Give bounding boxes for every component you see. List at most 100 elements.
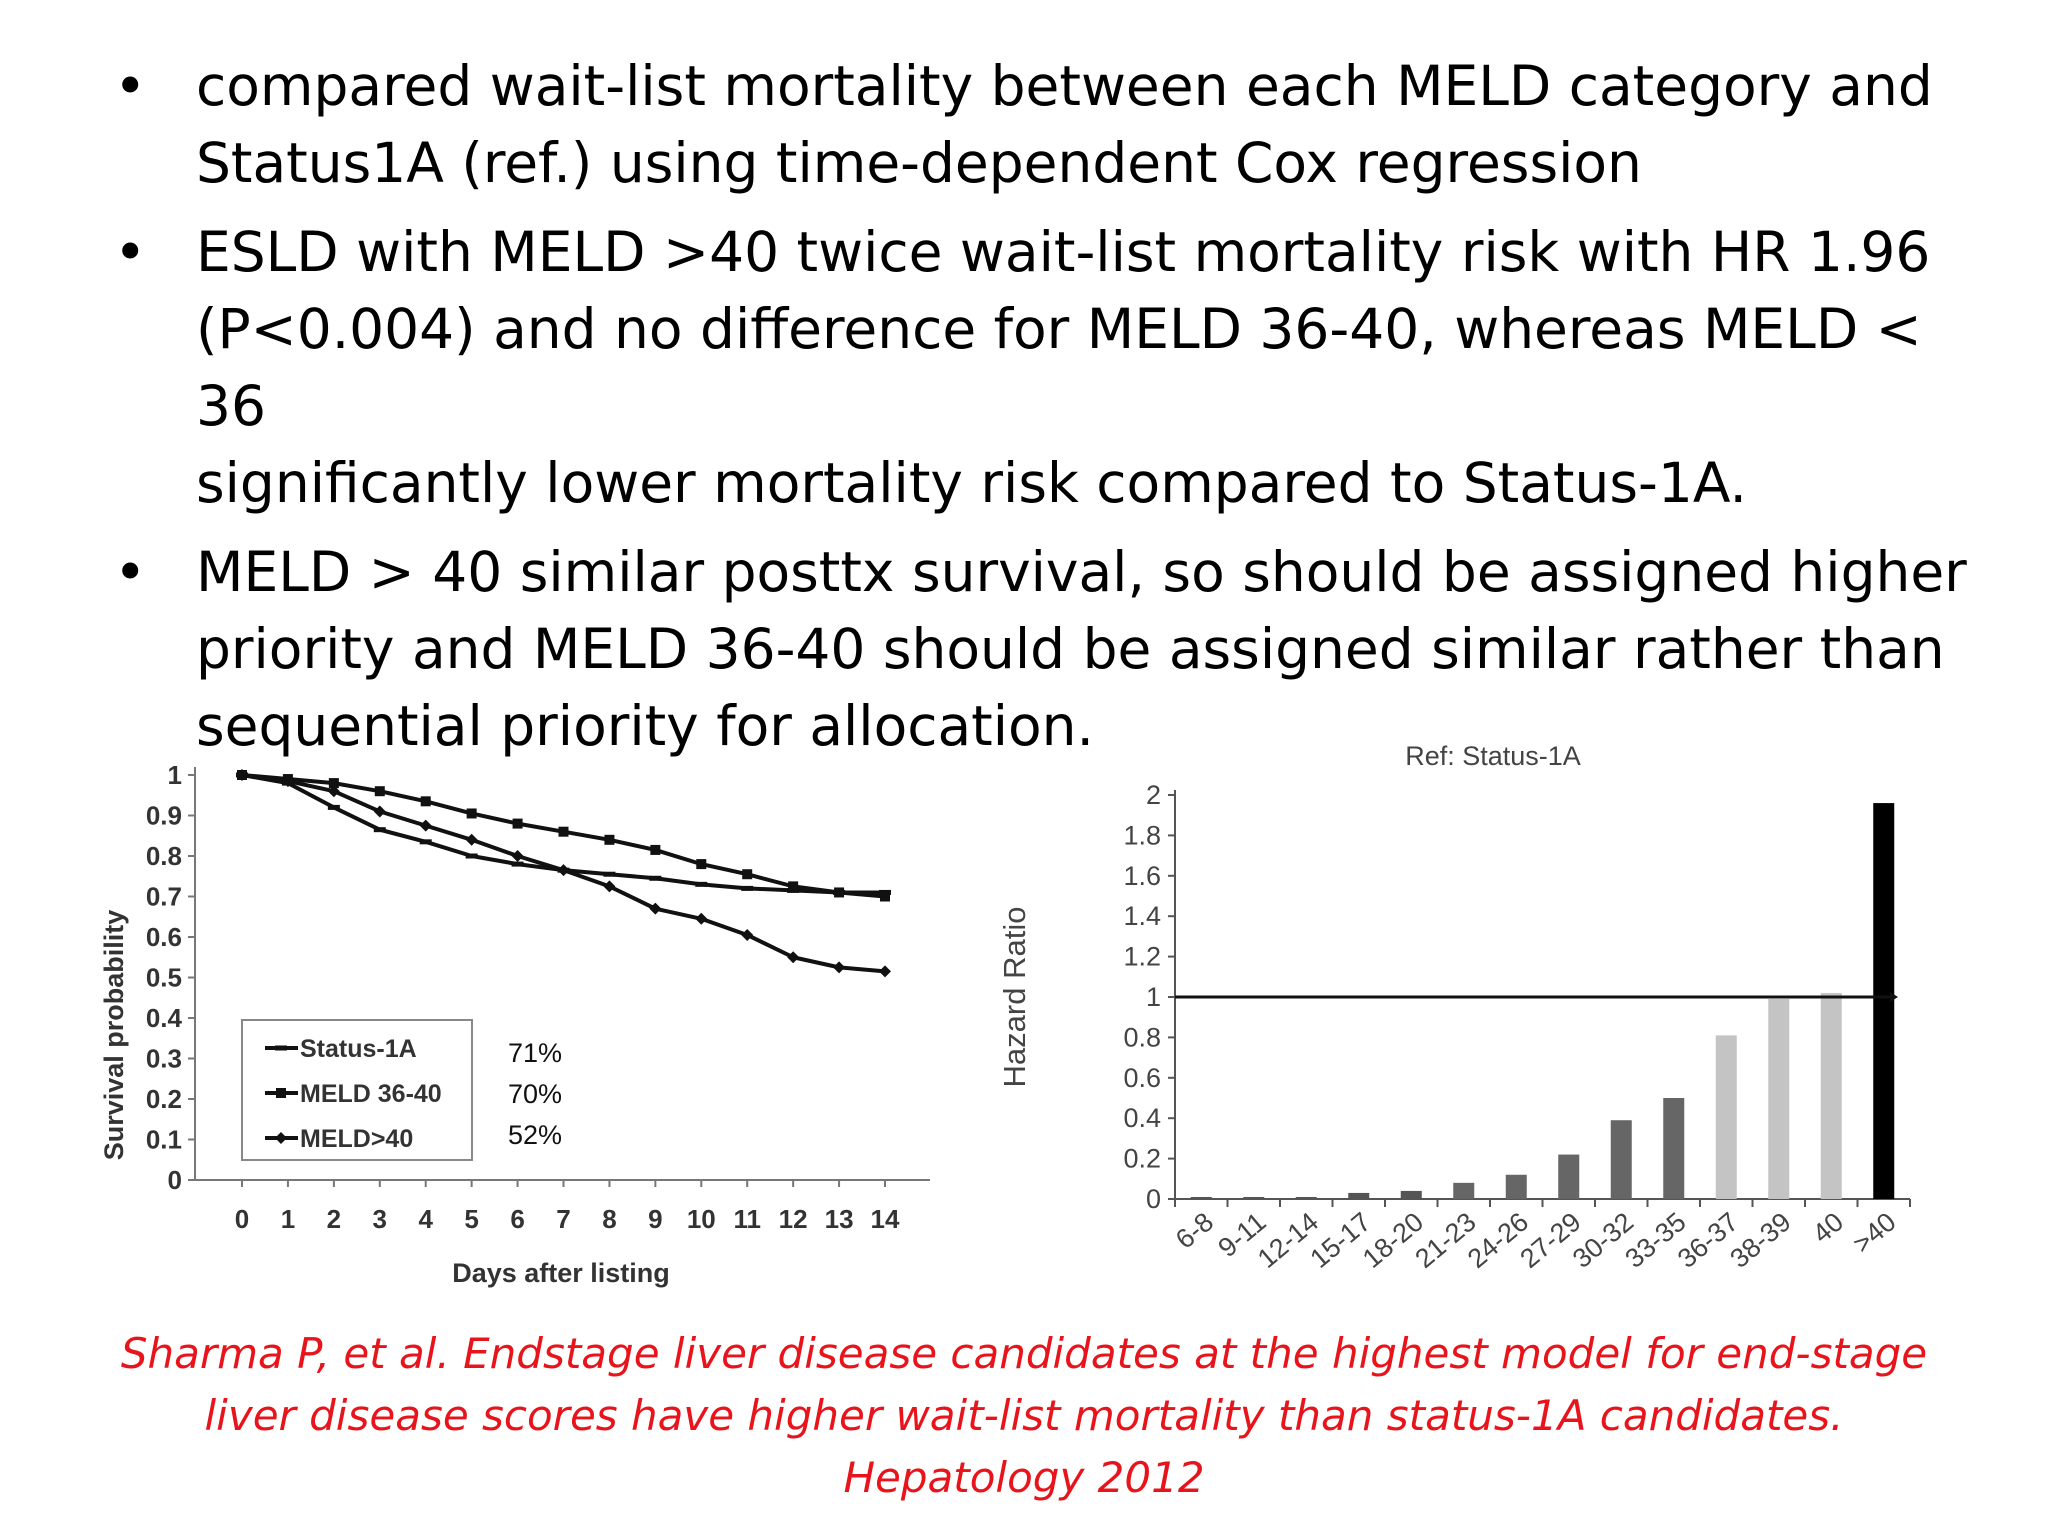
survival-x-tick-label: 13	[825, 1204, 854, 1234]
survival-y-tick-label: 0.5	[146, 963, 182, 993]
legend-marker	[275, 1132, 287, 1144]
bullet-line: compared wait-list mortality between eac…	[196, 54, 1933, 118]
hazard-bar	[1190, 1196, 1212, 1199]
survival-x-tick-label: 7	[556, 1204, 570, 1234]
legend-label: MELD 36-40	[300, 1080, 442, 1108]
hazard-category-label: 12-14	[1252, 1207, 1324, 1274]
bullet-item: compared wait-list mortality between eac…	[100, 48, 2000, 202]
citation: Sharma P, et al. Endstage liver disease …	[0, 1323, 2048, 1509]
survival-data-point	[465, 833, 478, 846]
survival-data-point	[420, 796, 431, 807]
survival-data-point	[511, 850, 524, 862]
survival-y-tick-label: 0.4	[146, 1003, 183, 1033]
hazard-bar	[1453, 1182, 1475, 1199]
survival-data-point	[558, 826, 569, 837]
survival-y-tick-label: 0.2	[146, 1084, 182, 1114]
hazard-bar	[1715, 1035, 1737, 1199]
survival-data-point	[741, 885, 754, 891]
survival-data-point	[603, 871, 616, 877]
citation-line: Hepatology 2012	[843, 1453, 1205, 1502]
legend-marker	[275, 1045, 287, 1051]
hazard-y-tick-label: 1.8	[1123, 820, 1161, 850]
survival-x-axis-label: Days after listing	[452, 1258, 670, 1288]
hazard-category-label: 30-32	[1567, 1207, 1639, 1274]
survival-x-tick-label: 5	[464, 1204, 478, 1234]
survival-data-point	[604, 834, 615, 845]
survival-data-point	[511, 861, 524, 867]
hazard-bar	[1768, 999, 1790, 1199]
hazard-y-tick-label: 2	[1146, 780, 1161, 810]
hazard-y-tick-label: 1.6	[1123, 861, 1161, 891]
hazard-bar	[1348, 1192, 1370, 1199]
hazard-y-axis-label: Hazard Ratio	[997, 907, 1032, 1088]
survival-data-point	[649, 902, 662, 915]
survival-y-tick-label: 0	[168, 1165, 182, 1195]
survival-annotation: 71%	[508, 1038, 562, 1068]
survival-y-tick-label: 0.9	[146, 801, 182, 831]
survival-x-tick-label: 2	[327, 1204, 341, 1234]
survival-y-tick-label: 0.8	[146, 841, 182, 871]
hazard-ratio-chart: Ref: Status-1A Hazard Ratio 0 0.2 0.4 0.6 0.…	[997, 741, 1911, 1274]
hazard-bar	[1558, 1154, 1580, 1199]
hazard-category-label: 36-37	[1672, 1207, 1744, 1274]
hazard-category-label: 38-39	[1724, 1207, 1796, 1274]
hazard-y-tick-label: 0.6	[1123, 1063, 1161, 1093]
bullet-line: sequential priority for allocation.	[196, 694, 1095, 758]
hazard-bar	[1873, 803, 1895, 1199]
survival-data-point	[603, 880, 616, 893]
hazard-chart-title: Ref: Status-1A	[1405, 741, 1581, 771]
survival-data-point	[833, 961, 846, 974]
citation-line: Sharma P, et al. Endstage liver disease …	[120, 1329, 1928, 1378]
survival-x-tick-label: 10	[687, 1204, 716, 1234]
hazard-bar	[1505, 1174, 1527, 1199]
survival-annotation: 52%	[508, 1120, 562, 1150]
hazard-y-tick-label: 1.2	[1123, 942, 1161, 972]
bullet-line: ESLD with MELD >40 twice wait-list morta…	[196, 220, 1931, 284]
survival-x-tick-label: 8	[602, 1204, 616, 1234]
survival-x-tick-label: 14	[871, 1204, 900, 1234]
survival-y-axis-label: Survival probability	[99, 910, 129, 1161]
hazard-y-tick-label: 1.4	[1123, 901, 1161, 931]
survival-data-point	[374, 786, 385, 797]
hazard-y-tick-label: 0.4	[1123, 1103, 1161, 1133]
legend-label: Status-1A	[300, 1035, 417, 1063]
reference-line-arrow	[1890, 992, 1898, 1002]
survival-data-point	[741, 928, 754, 941]
survival-data-point	[465, 853, 478, 859]
survival-legend: Status-1A MELD 36-40 MELD>40	[241, 1019, 473, 1161]
hazard-y-tick-label: 0.2	[1123, 1144, 1161, 1174]
hazard-category-label: >40	[1847, 1207, 1901, 1259]
survival-y-tick-label: 0.1	[146, 1125, 182, 1155]
bullet-line: (P<0.004) and no difference for MELD 36-…	[196, 297, 1922, 438]
hazard-bar	[1400, 1190, 1422, 1199]
survival-data-point	[327, 804, 340, 810]
survival-data-point	[649, 875, 662, 881]
hazard-category-label: 21-23	[1409, 1207, 1481, 1274]
survival-data-point	[236, 769, 248, 781]
survival-x-tick-label: 9	[648, 1204, 662, 1234]
survival-data-point	[281, 775, 294, 788]
survival-y-tick-label: 0.7	[146, 882, 182, 912]
hazard-bar	[1295, 1196, 1317, 1199]
bullet-item: MELD > 40 similar posttx survival, so sh…	[100, 534, 2000, 765]
bullet-line: significantly lower mortality risk compa…	[196, 451, 1747, 515]
survival-x-tick-label: 1	[281, 1204, 295, 1234]
hazard-category-label: 27-29	[1514, 1207, 1586, 1274]
survival-data-point	[327, 785, 340, 798]
survival-x-tick-label: 11	[733, 1204, 761, 1234]
survival-data-point	[373, 827, 386, 833]
survival-data-point	[788, 881, 799, 892]
survival-x-tick-label: 12	[779, 1204, 808, 1234]
bullet-line: Status1A (ref.) using time-dependent Cox…	[196, 131, 1642, 195]
bullet-item: ESLD with MELD >40 twice wait-list morta…	[100, 214, 2000, 522]
survival-x-tick-label: 4	[418, 1204, 433, 1234]
survival-y-tick-label: 1	[168, 760, 182, 790]
citation-line: liver disease scores have higher wait-li…	[204, 1391, 1844, 1440]
bullet-list: compared wait-list mortality between eac…	[100, 48, 2000, 777]
hazard-y-tick-label: 1	[1146, 982, 1161, 1012]
survival-data-point	[742, 869, 753, 880]
survival-data-point	[834, 887, 845, 898]
survival-data-point	[696, 859, 707, 870]
hazard-bar	[1663, 1098, 1685, 1199]
hazard-category-label: 15-17	[1304, 1207, 1376, 1274]
